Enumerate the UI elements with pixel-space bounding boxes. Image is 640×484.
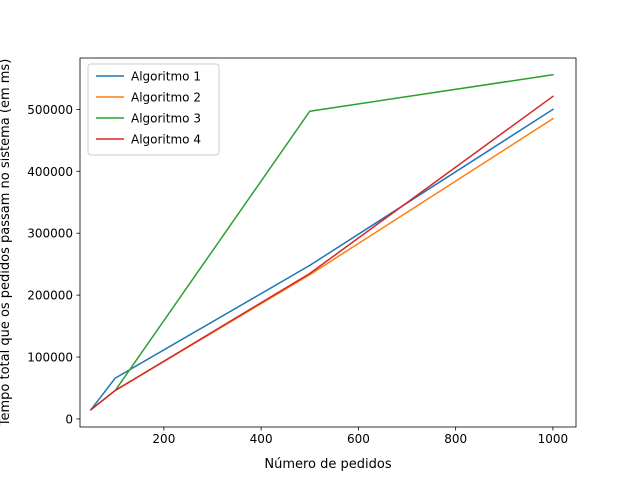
series-line-4: [89, 95, 554, 411]
x-tick-label: 1000: [538, 432, 569, 446]
series-layer: [89, 73, 554, 411]
plot-area-frame: [79, 57, 577, 428]
x-axis: 200 400 600 800 1000: [152, 427, 568, 446]
legend-label-3: Algoritmo 3: [131, 112, 201, 126]
series-line-1: [89, 108, 554, 411]
y-tick-label: 100000: [27, 351, 73, 365]
x-tick-label: 800: [444, 432, 467, 446]
x-tick-label: 600: [347, 432, 370, 446]
x-tick-label: 400: [250, 432, 273, 446]
legend-label-2: Algoritmo 2: [131, 91, 201, 105]
legend: Algoritmo 1 Algoritmo 2 Algoritmo 3 Algorit…: [87, 63, 220, 156]
legend-label-4: Algoritmo 4: [131, 133, 201, 147]
y-tick-label: 200000: [27, 289, 73, 303]
y-tick-label: 0: [65, 412, 73, 426]
y-axis-label: Tempo total que os pedidos passam no sis…: [0, 59, 13, 428]
x-axis-label: Número de pedidos: [264, 457, 391, 472]
y-tick-label: 400000: [27, 165, 73, 179]
y-tick-label: 500000: [27, 103, 73, 117]
x-tick-label: 200: [152, 432, 175, 446]
y-axis: 0 100000 200000 300000 400000 500000: [27, 103, 80, 426]
legend-box: [87, 63, 220, 156]
y-tick-label: 300000: [27, 227, 73, 241]
legend-label-1: Algoritmo 1: [131, 70, 201, 84]
